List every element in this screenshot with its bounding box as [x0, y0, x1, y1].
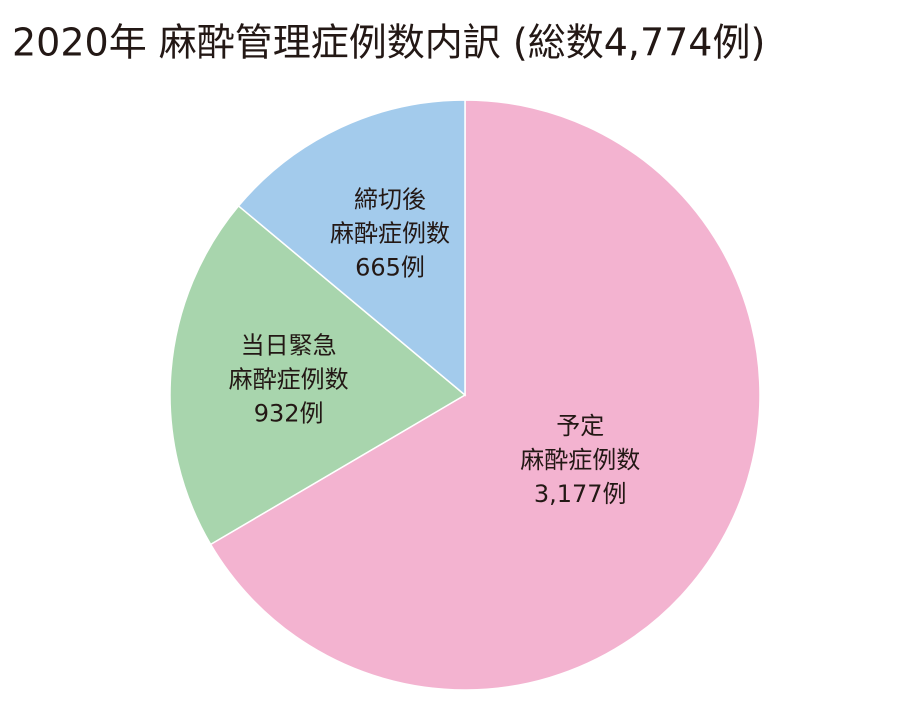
slice-value-label: 665例 — [355, 254, 425, 282]
slice-sublabel: 麻酔症例数 — [229, 365, 349, 393]
pie-slice — [169, 204, 467, 546]
slice-category: 締切後 — [354, 186, 426, 214]
slice-category: 当日緊急 — [241, 331, 337, 359]
pie-slice — [237, 99, 466, 397]
slice-sublabel: 麻酔症例数 — [330, 220, 450, 248]
pie-slice — [209, 99, 761, 691]
slice-value-label: 3,177例 — [534, 480, 627, 508]
slice-sublabel: 麻酔症例数 — [520, 446, 640, 474]
slice-category: 予定 — [556, 412, 604, 440]
slice-value-label: 932例 — [254, 399, 324, 427]
chart-title: 2020年 麻酔管理症例数内訳 (総数4,774例) — [12, 21, 765, 65]
